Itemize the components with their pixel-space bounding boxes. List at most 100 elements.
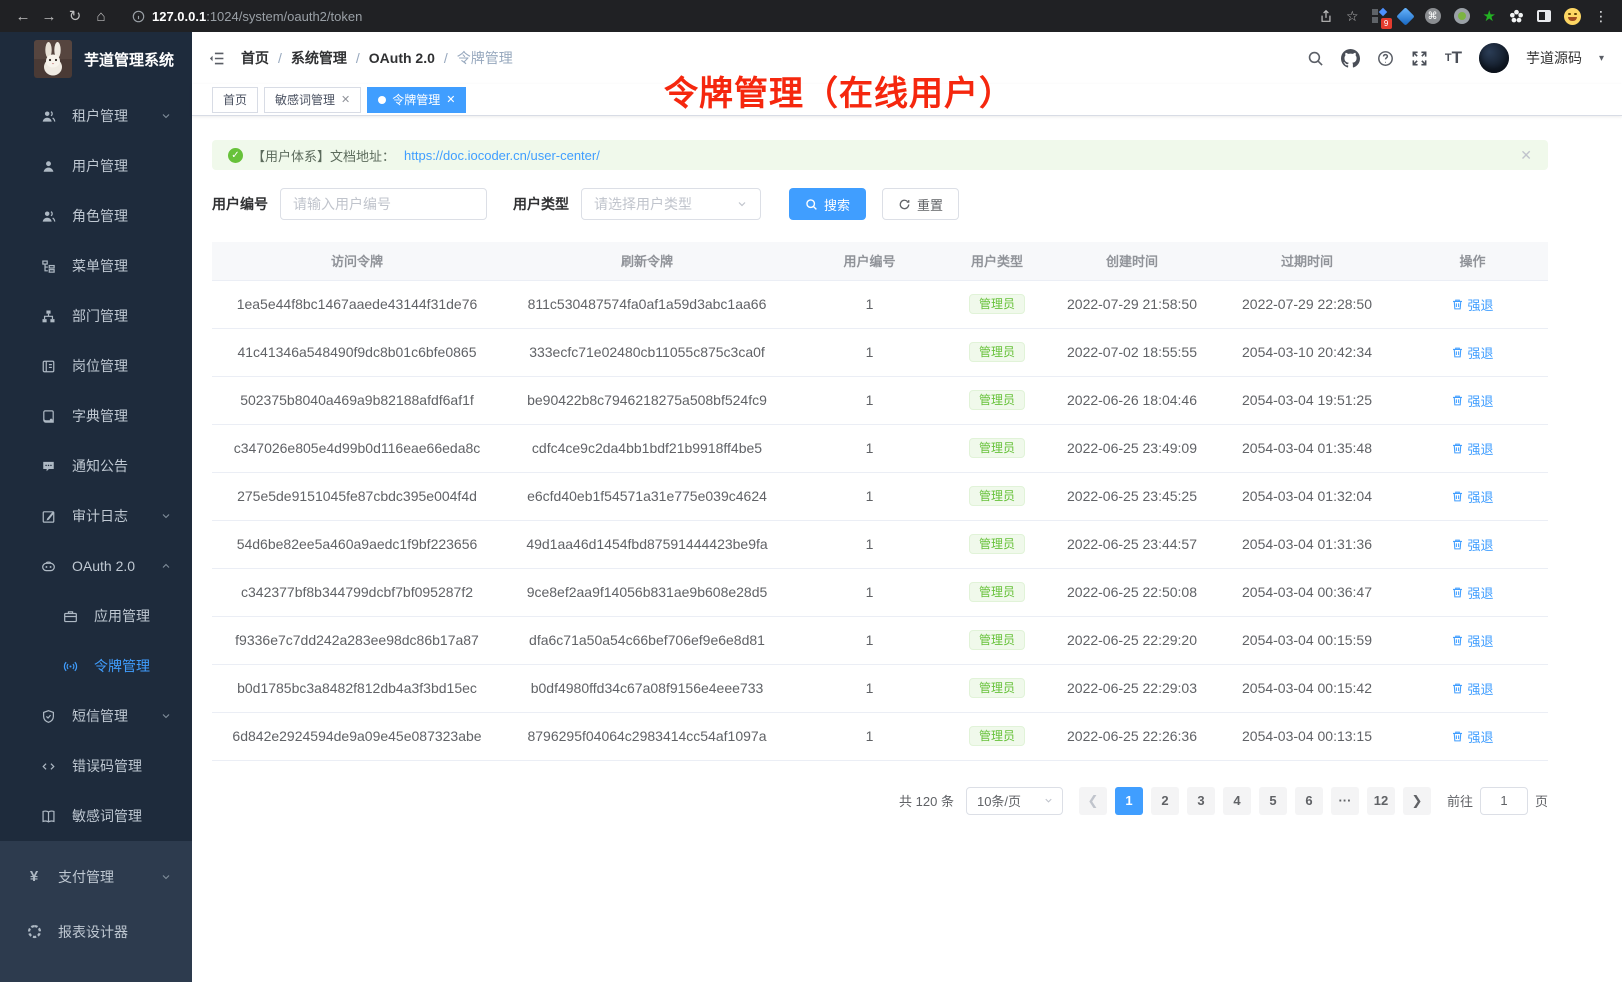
expire-time-cell: 2054-03-04 00:15:42	[1217, 664, 1397, 713]
user-avatar[interactable]	[1478, 43, 1509, 73]
help-icon[interactable]	[1377, 50, 1394, 67]
github-icon[interactable]	[1340, 48, 1360, 68]
collapse-sidebar-icon[interactable]	[208, 50, 225, 67]
gem-extension-icon[interactable]	[1395, 6, 1415, 26]
tag-令牌管理[interactable]: 令牌管理 ✕	[367, 86, 467, 113]
breadcrumb-item[interactable]: 首页	[241, 50, 269, 66]
force-logout-button[interactable]: 强退	[1451, 391, 1494, 410]
app-logo[interactable]: 芋道管理系统	[0, 32, 192, 86]
goto-page-input[interactable]	[1479, 786, 1528, 815]
user-id-input[interactable]	[280, 188, 487, 220]
sidebar-item-errcode-management[interactable]: 错误码管理	[0, 741, 192, 791]
sidebar-item-label: 敏感词管理	[72, 808, 142, 824]
table-row: b0d1785bc3a8482f812db4a3f3bd15ec b0df4980…	[212, 664, 1548, 713]
user-type-select[interactable]: 请选择用户类型	[581, 188, 761, 220]
page-button-5[interactable]: 5	[1258, 786, 1287, 815]
page-button-4[interactable]: 4	[1222, 786, 1251, 815]
sidebar-item-post-management[interactable]: 岗位管理	[0, 341, 192, 391]
tag-敏感词管理[interactable]: 敏感词管理 ✕	[264, 86, 362, 113]
sidebar-item-audit-log[interactable]: 审计日志	[0, 491, 192, 541]
sidebar-item-tenant-management[interactable]: 租户管理	[0, 91, 192, 141]
force-logout-button[interactable]: 强退	[1451, 295, 1494, 314]
sidebar-item-dict-management[interactable]: 字典管理	[0, 391, 192, 441]
tag-label: 敏感词管理	[275, 93, 336, 107]
sidebar-item-label: 用户管理	[72, 158, 128, 174]
home-icon[interactable]: ⌂	[96, 7, 106, 25]
page-button-3[interactable]: 3	[1186, 786, 1215, 815]
breadcrumb-item[interactable]: OAuth 2.0	[368, 50, 435, 66]
table-row: 502375b8040a469a9b82188afdf6af1f be90422b…	[212, 376, 1548, 425]
doc-link[interactable]: https://doc.iocoder.cn/user-center/	[404, 147, 600, 163]
page-ellipsis[interactable]: ···	[1330, 786, 1359, 815]
action-cell: 强退	[1397, 376, 1548, 425]
forward-icon[interactable]: →	[41, 7, 57, 25]
tag-close-icon[interactable]: ✕	[446, 94, 456, 106]
search-icon[interactable]	[1307, 50, 1324, 67]
page-button-1[interactable]: 1	[1114, 786, 1143, 815]
force-logout-button[interactable]: 强退	[1451, 679, 1494, 698]
sidebar-item-user-management[interactable]: 用户管理	[0, 141, 192, 191]
trash-icon	[1451, 346, 1464, 359]
extension-badge: 9	[1380, 18, 1392, 29]
breadcrumb-separator: /	[355, 50, 360, 66]
force-logout-button[interactable]: 强退	[1451, 487, 1494, 506]
force-logout-button[interactable]: 强退	[1451, 343, 1494, 362]
share-icon[interactable]	[1319, 9, 1333, 24]
sidebar-item-menu-management[interactable]: 菜单管理	[0, 241, 192, 291]
briefcase-icon	[62, 608, 78, 624]
refresh-token-cell: 9ce8ef2aa9f14056b831ae9b608e28d5	[502, 568, 792, 617]
sidebar-item-pay-management[interactable]: ¥ 支付管理	[0, 849, 192, 904]
tags-bar: 首页 敏感词管理 ✕ 令牌管理 ✕	[192, 84, 1622, 116]
breadcrumb: 首页 / 系统管理 / OAuth 2.0 / 令牌管理	[241, 48, 513, 68]
breadcrumb-item[interactable]: 系统管理	[290, 50, 347, 66]
user-type-cell: 管理员	[947, 328, 1047, 377]
fullscreen-icon[interactable]	[1411, 50, 1428, 67]
flower-extension-icon[interactable]	[1509, 9, 1524, 24]
url-bar[interactable]: 127.0.0.1:1024/system/oauth2/token	[132, 9, 1319, 24]
star-extension-icon[interactable]: ★	[1482, 7, 1496, 25]
prev-page-button[interactable]: ❮	[1078, 786, 1107, 815]
page-button-2[interactable]: 2	[1150, 786, 1179, 815]
page-button-12[interactable]: 12	[1366, 786, 1395, 815]
sidebar-item-app-management[interactable]: 应用管理	[0, 591, 192, 641]
command-extension-icon[interactable]: ⌘	[1424, 8, 1441, 24]
trash-icon	[1451, 682, 1464, 695]
tag-首页[interactable]: 首页	[212, 86, 259, 113]
extensions-icon[interactable]: 9	[1371, 7, 1392, 29]
user-caret-down-icon[interactable]: ▾	[1598, 52, 1604, 64]
sidebar-item-notice-management[interactable]: 通知公告	[0, 441, 192, 491]
chrome-menu-icon[interactable]: ⋮	[1594, 7, 1608, 24]
reset-button[interactable]: 重置	[882, 188, 960, 220]
user-name[interactable]: 芋道源码	[1525, 50, 1582, 66]
force-logout-button[interactable]: 强退	[1451, 583, 1494, 602]
sidebar-item-dept-management[interactable]: 部门管理	[0, 291, 192, 341]
bookmark-star-icon[interactable]: ☆	[1345, 7, 1359, 24]
sidebar-item-role-management[interactable]: 角色管理	[0, 191, 192, 241]
alert-close-icon[interactable]: ✕	[1520, 146, 1532, 163]
page-size-select[interactable]: 10条/页	[965, 786, 1063, 815]
force-logout-button[interactable]: 强退	[1451, 535, 1494, 554]
tag-close-icon[interactable]: ✕	[341, 94, 351, 106]
sidebar-item-sensitive-words[interactable]: 敏感词管理	[0, 791, 192, 841]
sidebar-item-report-designer[interactable]: 报表设计器	[0, 904, 192, 959]
search-button[interactable]: 搜索	[789, 188, 867, 220]
record-extension-icon[interactable]	[1453, 8, 1470, 24]
profile-avatar-icon[interactable]	[1564, 7, 1581, 25]
users-icon	[40, 208, 56, 224]
force-logout-button[interactable]: 强退	[1451, 439, 1494, 458]
sidebar-item-sms-management[interactable]: 短信管理	[0, 691, 192, 741]
page-button-6[interactable]: 6	[1294, 786, 1323, 815]
sidebar-item-token-management[interactable]: 令牌管理	[0, 641, 192, 691]
reload-icon[interactable]: ↻	[68, 8, 82, 25]
force-logout-button[interactable]: 强退	[1451, 727, 1494, 746]
access-token-cell: 6d842e2924594de9a09e45e087323abe	[212, 712, 502, 761]
info-icon	[132, 10, 145, 22]
next-page-button[interactable]: ❯	[1402, 786, 1431, 815]
force-logout-button[interactable]: 强退	[1451, 631, 1494, 650]
robot-icon	[40, 558, 56, 574]
side-panel-icon[interactable]	[1537, 10, 1551, 22]
url-text: 127.0.0.1:1024/system/oauth2/token	[152, 8, 363, 24]
sidebar-item-oauth2[interactable]: OAuth 2.0	[0, 541, 192, 591]
back-icon[interactable]: ←	[15, 7, 31, 25]
